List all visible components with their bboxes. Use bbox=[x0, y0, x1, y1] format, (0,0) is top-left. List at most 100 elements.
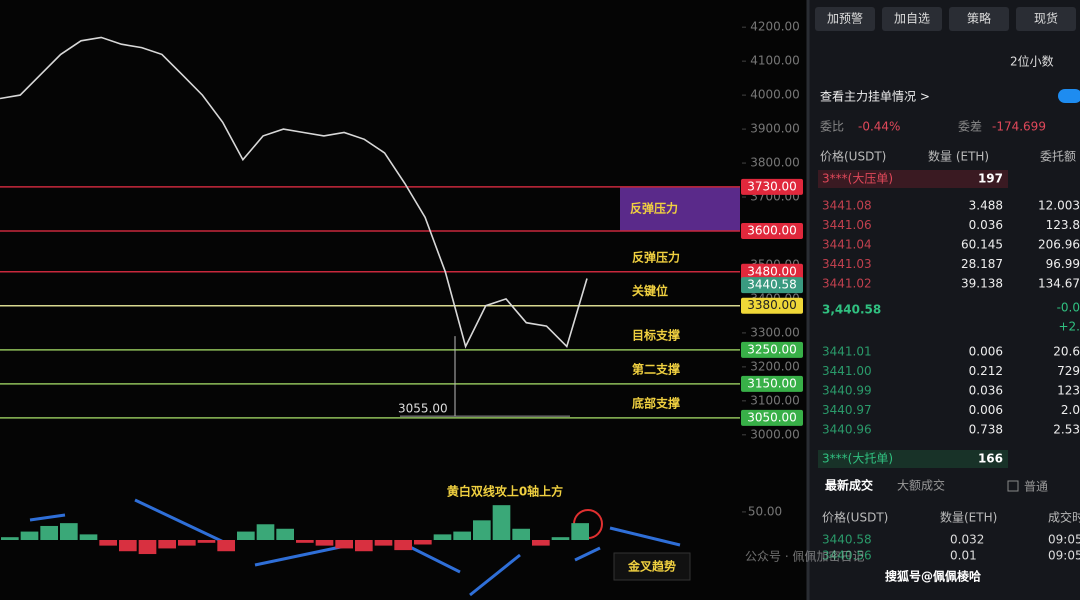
trade-toggle[interactable]: 普通 bbox=[1024, 480, 1048, 494]
watermark: 公众号 · 佩佩加密日记 bbox=[745, 549, 864, 564]
change: -0.0 bbox=[1057, 301, 1080, 315]
level-tag bbox=[741, 375, 803, 392]
ratio: -0.44% bbox=[858, 120, 900, 134]
level-tag bbox=[741, 178, 803, 195]
price-cell: 3440.97 bbox=[822, 403, 872, 417]
level-annotation: 关键位 bbox=[632, 283, 668, 298]
y-tick-label: 4200.00 bbox=[750, 20, 800, 34]
big-bid-label: 3***(大托单) bbox=[822, 452, 893, 466]
toolbar-button-label[interactable]: 策略 bbox=[967, 11, 991, 26]
macd-bar bbox=[237, 531, 255, 540]
toolbar-button[interactable] bbox=[882, 7, 942, 31]
level-annotation: 目标支撑 bbox=[632, 327, 680, 342]
column-header: 委托额 bbox=[1040, 150, 1076, 164]
price-cell: 3441.01 bbox=[822, 345, 872, 359]
price-cell: 3441.03 bbox=[822, 257, 872, 271]
macd-bar bbox=[256, 524, 275, 540]
macd-bar bbox=[492, 505, 511, 540]
panel-bg bbox=[808, 0, 1080, 600]
macd-bar bbox=[99, 540, 117, 546]
depth-link[interactable]: 查看主力挂单情况 > bbox=[820, 90, 930, 104]
macd-annotation: 黄白双线攻上0轴上方 bbox=[447, 484, 563, 499]
macd-bar bbox=[217, 540, 235, 552]
qty-cell: 3.488 bbox=[969, 199, 1003, 213]
trade-tab[interactable]: 大额成交 bbox=[897, 478, 945, 493]
price-cell: 3441.08 bbox=[822, 199, 872, 213]
qty-cell: 39.138 bbox=[961, 277, 1003, 291]
cross-label: 金叉趋势 bbox=[627, 559, 676, 574]
qty-cell: 0.738 bbox=[969, 423, 1003, 437]
level-annotation: 反弹压力 bbox=[632, 249, 680, 264]
y-tick-label: 3100.00 bbox=[750, 393, 800, 407]
y-tick-label: 3800.00 bbox=[750, 156, 800, 170]
total-cell: 96.99 bbox=[1046, 257, 1080, 271]
total-cell: 206.96 bbox=[1038, 238, 1080, 252]
qty-cell: 0.006 bbox=[969, 345, 1003, 359]
level-tag bbox=[741, 409, 803, 426]
macd-bar bbox=[1, 537, 19, 540]
macd-bar bbox=[453, 531, 471, 540]
last-price: 3,440.58 bbox=[822, 303, 881, 317]
column-header: 数量 (ETH) bbox=[928, 149, 989, 164]
level-label: 3480.00 bbox=[747, 264, 797, 278]
total-cell: 2.53 bbox=[1053, 423, 1080, 437]
macd-tick-label: 50.00 bbox=[748, 504, 782, 518]
qty-cell: 0.212 bbox=[969, 364, 1003, 378]
big-ask-qty: 197 bbox=[978, 172, 1003, 186]
level-label: 3380.00 bbox=[747, 298, 797, 312]
column-header: 价格(USDT) bbox=[820, 149, 886, 164]
toolbar-button-label[interactable]: 现货 bbox=[1034, 11, 1058, 26]
toolbar-button[interactable] bbox=[815, 7, 875, 31]
macd-bar bbox=[197, 540, 216, 543]
macd-bar bbox=[551, 537, 570, 540]
price-cell: 3440.96 bbox=[822, 423, 872, 437]
diff: -174.699 bbox=[992, 120, 1046, 134]
qty-cell: 0.036 bbox=[969, 218, 1003, 232]
level-label: 3050.00 bbox=[747, 410, 797, 424]
macd-bar bbox=[512, 528, 530, 540]
toggle[interactable] bbox=[1058, 89, 1080, 103]
toolbar-button[interactable] bbox=[949, 7, 1009, 31]
macd-bar bbox=[335, 540, 353, 549]
level-annotation: 反弹压力 bbox=[630, 200, 678, 215]
toolbar-button-label[interactable]: 加预警 bbox=[827, 11, 863, 26]
last-price-tag bbox=[741, 277, 803, 294]
macd-bar bbox=[119, 540, 137, 552]
macd-bar bbox=[60, 523, 78, 540]
trend-strokes bbox=[29, 498, 681, 597]
trade-column: 成交时间 bbox=[1048, 510, 1080, 525]
level-annotation: 底部支撑 bbox=[632, 395, 680, 410]
level-label: 3600.00 bbox=[747, 223, 797, 237]
big-ask-label: 3***(大压单) bbox=[822, 172, 893, 186]
highlight-box bbox=[620, 186, 740, 231]
watermark: 搜狐号@佩佩棱哈 bbox=[885, 569, 981, 584]
macd-bar bbox=[433, 534, 452, 540]
ratio-label: 委比 bbox=[820, 120, 844, 134]
total-cell: 2.0 bbox=[1061, 403, 1080, 417]
y-tick-label: 3200.00 bbox=[750, 359, 800, 373]
trade-cell: 09:05 bbox=[1048, 533, 1080, 547]
total-cell: 123 bbox=[1057, 384, 1080, 398]
toolbar-button[interactable] bbox=[1016, 7, 1076, 31]
level-tag bbox=[741, 341, 803, 358]
last-price-label: 3440.58 bbox=[747, 278, 797, 292]
trade-tab[interactable]: 最新成交 bbox=[825, 478, 873, 493]
level-label: 3250.00 bbox=[747, 342, 797, 356]
macd-bar bbox=[394, 540, 412, 551]
macd-bar bbox=[276, 528, 294, 540]
y-tick-label: 3900.00 bbox=[750, 122, 800, 136]
low-label: 3055.00 bbox=[398, 402, 448, 416]
big-bid-qty: 166 bbox=[978, 452, 1003, 466]
macd-bar bbox=[158, 540, 176, 549]
trade-cell: 0.032 bbox=[950, 533, 984, 547]
toolbar-button-label[interactable]: 加自选 bbox=[894, 12, 930, 26]
macd-bar bbox=[296, 540, 314, 543]
macd-bar bbox=[414, 540, 432, 545]
total-cell: 123.8 bbox=[1046, 218, 1080, 232]
checkbox[interactable] bbox=[1007, 480, 1019, 492]
cross-box bbox=[613, 552, 691, 581]
macd-bar bbox=[178, 540, 196, 546]
trade-column: 价格(USDT) bbox=[822, 510, 888, 525]
trade-column: 数量(ETH) bbox=[940, 510, 997, 525]
precision[interactable]: 2位小数 bbox=[1010, 54, 1054, 69]
